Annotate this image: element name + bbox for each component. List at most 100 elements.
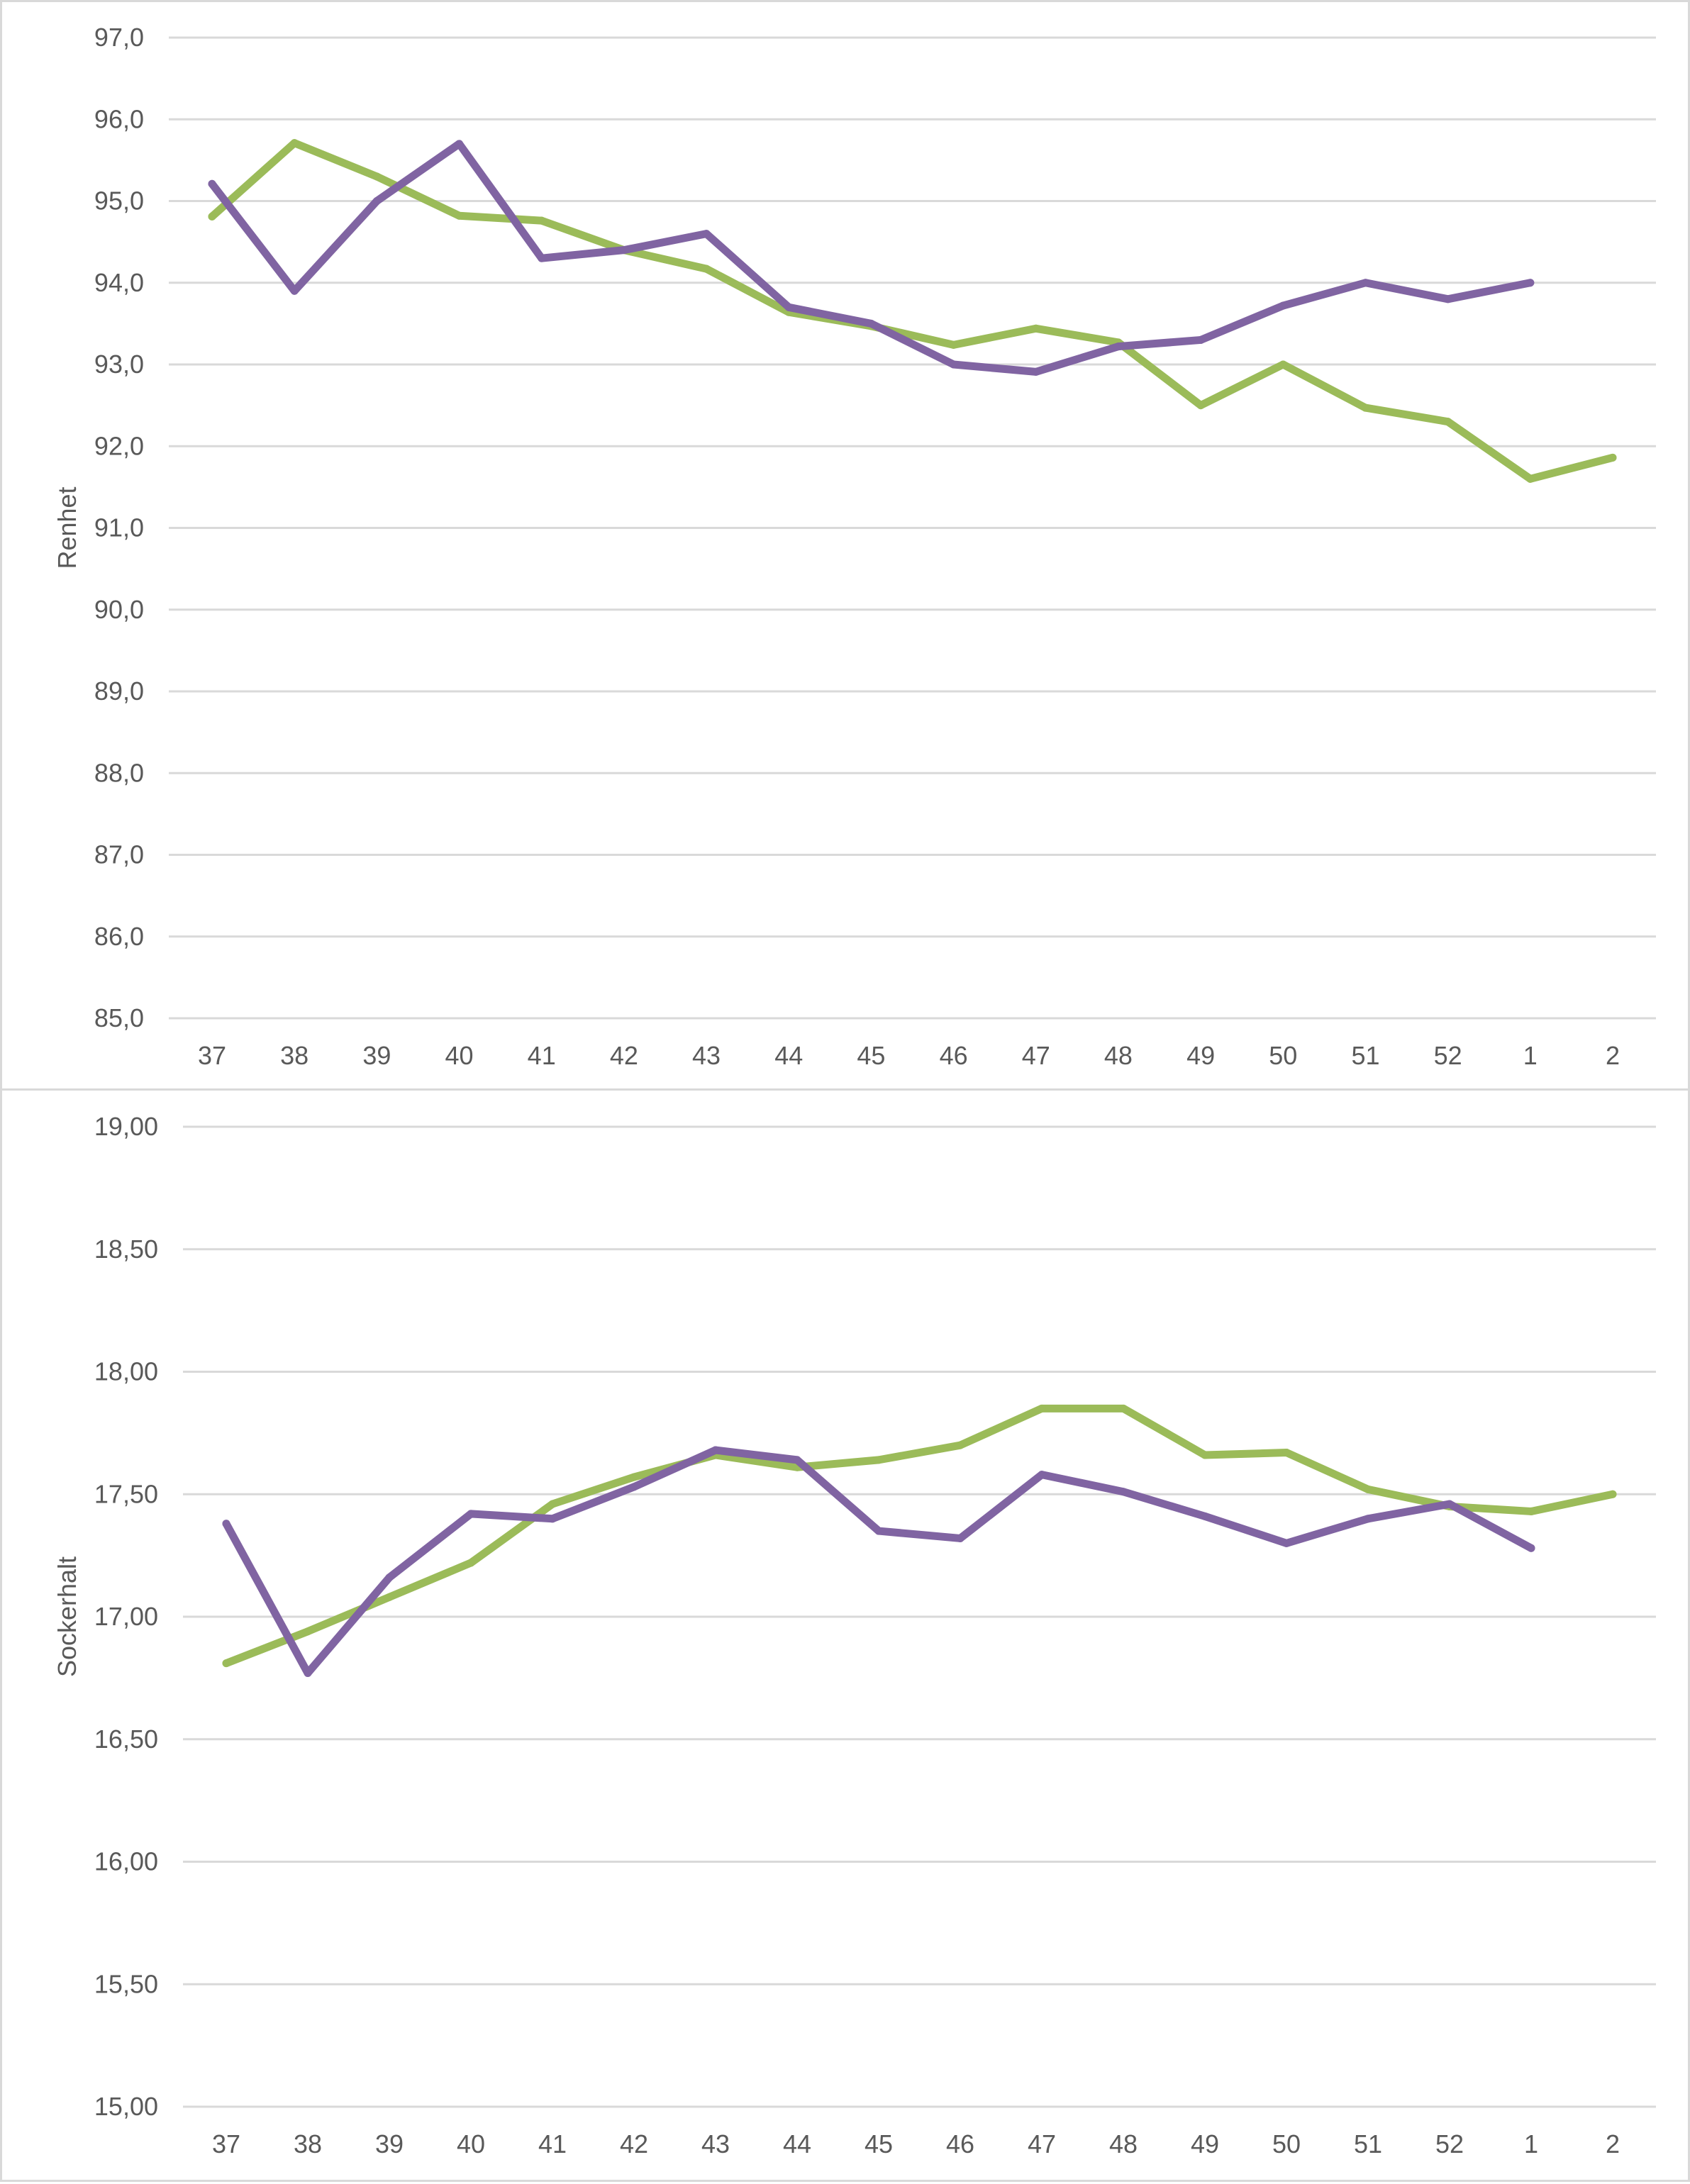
sockerhalt-data-point <box>956 1534 964 1542</box>
sockerhalt-y-tick-label: 19,00 <box>94 1112 158 1141</box>
renhet-x-tick-label: 45 <box>857 1041 885 1070</box>
renhet-data-point <box>208 179 216 188</box>
sockerhalt-y-tick-label: 15,00 <box>94 2092 158 2121</box>
renhet-data-point <box>455 140 464 148</box>
renhet-x-tick-label: 40 <box>445 1041 474 1070</box>
renhet-data-point <box>950 340 958 349</box>
renhet-data-point <box>1279 301 1287 310</box>
sockerhalt-x-tick-label: 44 <box>783 2129 811 2158</box>
renhet-data-point <box>1608 453 1617 462</box>
renhet-data-point <box>538 216 546 225</box>
renhet-y-tick-label: 91,0 <box>94 513 144 542</box>
sockerhalt-y-axis-title: Sockerhalt <box>52 1556 82 1677</box>
renhet-data-point <box>1361 403 1369 412</box>
sockerhalt-y-tick-label: 17,50 <box>94 1479 158 1508</box>
renhet-y-tick-label: 97,0 <box>94 23 144 52</box>
sockerhalt-data-point <box>1527 1507 1535 1515</box>
renhet-data-point <box>784 303 793 311</box>
sockerhalt-data-point <box>467 1559 475 1567</box>
sockerhalt-series-line-purple <box>222 1446 1535 1677</box>
sockerhalt-data-point <box>222 1520 230 1528</box>
renhet-data-point <box>455 211 464 220</box>
renhet-x-tick-label: 38 <box>280 1041 308 1070</box>
sockerhalt-data-point <box>1038 1404 1046 1413</box>
sockerhalt-x-tick-label: 43 <box>701 2129 730 2158</box>
sockerhalt-data-point <box>1038 1471 1046 1479</box>
renhet-x-tick-label: 41 <box>528 1041 556 1070</box>
sockerhalt-x-tick-label: 42 <box>620 2129 648 2158</box>
sockerhalt-data-point <box>711 1446 720 1454</box>
sockerhalt-data-point <box>874 1527 883 1535</box>
renhet-data-point <box>538 254 546 262</box>
renhet-x-tick-label: 44 <box>774 1041 803 1070</box>
renhet-x-tick-label: 48 <box>1104 1041 1133 1070</box>
sockerhalt-series-line-green <box>222 1404 1617 1668</box>
sockerhalt-data-point <box>874 1456 883 1464</box>
renhet-data-point <box>620 246 628 255</box>
renhet-y-tick-label: 89,0 <box>94 676 144 706</box>
sockerhalt-x-tick-label: 45 <box>865 2129 893 2158</box>
sockerhalt-x-tick-label: 39 <box>375 2129 404 2158</box>
renhet-y-tick-label: 87,0 <box>94 840 144 869</box>
renhet-x-tick-label: 46 <box>940 1041 968 1070</box>
renhet-chart-svg: 85,0 86,0 87,0 88,0 89,0 90,0 91,0 92,0 93,0 94,0… <box>52 23 1656 1070</box>
renhet-x-tick-label: 50 <box>1269 1041 1297 1070</box>
sockerhalt-data-point <box>1527 1544 1535 1552</box>
sockerhalt-data-point <box>385 1573 394 1582</box>
sockerhalt-data-point <box>1608 1490 1617 1498</box>
sockerhalt-data-point <box>1201 1451 1209 1459</box>
renhet-data-point <box>950 360 958 369</box>
sockerhalt-y-tick-label: 16,00 <box>94 1847 158 1876</box>
renhet-data-point <box>372 197 381 205</box>
renhet-y-axis-title: Renhet <box>52 486 82 569</box>
renhet-x-tick-label: 42 <box>610 1041 638 1070</box>
sockerhalt-y-tick-label: 17,00 <box>94 1602 158 1631</box>
renhet-data-point <box>867 319 875 328</box>
sockerhalt-x-tick-label: 49 <box>1191 2129 1219 2158</box>
sockerhalt-x-tick-label: 40 <box>457 2129 485 2158</box>
sockerhalt-data-point <box>1282 1539 1291 1547</box>
renhet-x-tick-label: 43 <box>692 1041 721 1070</box>
renhet-x-tick-label: 49 <box>1186 1041 1215 1070</box>
sockerhalt-x-tick-label: 46 <box>946 2129 974 2158</box>
renhet-y-tick-label: 86,0 <box>94 922 144 951</box>
renhet-x-tick-label: 39 <box>362 1041 391 1070</box>
sockerhalt-data-point <box>222 1659 230 1668</box>
renhet-data-point <box>1196 335 1205 344</box>
sockerhalt-data-point <box>467 1510 475 1518</box>
renhet-data-point <box>702 230 711 238</box>
renhet-data-point <box>1032 324 1040 333</box>
sockerhalt-data-point <box>1119 1488 1128 1496</box>
renhet-y-tick-label: 96,0 <box>94 104 144 133</box>
renhet-y-tick-label: 85,0 <box>94 1003 144 1032</box>
sockerhalt-data-point <box>385 1593 394 1601</box>
renhet-x-tick-label: 52 <box>1434 1041 1462 1070</box>
sockerhalt-x-tick-label: 51 <box>1354 2129 1382 2158</box>
sockerhalt-x-tick-label: 1 <box>1524 2129 1538 2158</box>
renhet-x-tick-label: 47 <box>1022 1041 1050 1070</box>
sockerhalt-y-tick-label: 18,50 <box>94 1235 158 1264</box>
sockerhalt-y-tick-label: 18,00 <box>94 1357 158 1386</box>
renhet-data-point <box>208 212 216 221</box>
sockerhalt-data-point <box>793 1456 801 1464</box>
sockerhalt-x-tick-label: 48 <box>1109 2129 1138 2158</box>
sockerhalt-data-point <box>548 1515 557 1523</box>
sockerhalt-x-tick-label: 52 <box>1435 2129 1464 2158</box>
sockerhalt-x-tick-label: 38 <box>294 2129 322 2158</box>
renhet-data-point <box>1444 295 1452 303</box>
renhet-x-tick-label: 2 <box>1606 1041 1620 1070</box>
renhet-series-line-purple <box>208 140 1535 376</box>
sockerhalt-data-point <box>304 1627 312 1636</box>
sockerhalt-x-tick-label: 37 <box>212 2129 240 2158</box>
renhet-y-tick-label: 95,0 <box>94 186 144 216</box>
sockerhalt-x-tick-label: 2 <box>1606 2129 1620 2158</box>
renhet-series-line-green <box>208 139 1617 483</box>
sockerhalt-chart: 15,00 15,50 16,00 16,50 17,00 17,50 18,00 18,50… <box>0 1088 1690 2182</box>
sockerhalt-data-point <box>548 1500 557 1508</box>
sockerhalt-x-tick-label: 47 <box>1028 2129 1056 2158</box>
renhet-y-tick-label: 90,0 <box>94 595 144 624</box>
sockerhalt-x-tick-label: 41 <box>538 2129 567 2158</box>
renhet-data-point <box>1114 342 1123 351</box>
sockerhalt-x-tick-label: 50 <box>1272 2129 1301 2158</box>
sockerhalt-data-point <box>630 1483 638 1491</box>
